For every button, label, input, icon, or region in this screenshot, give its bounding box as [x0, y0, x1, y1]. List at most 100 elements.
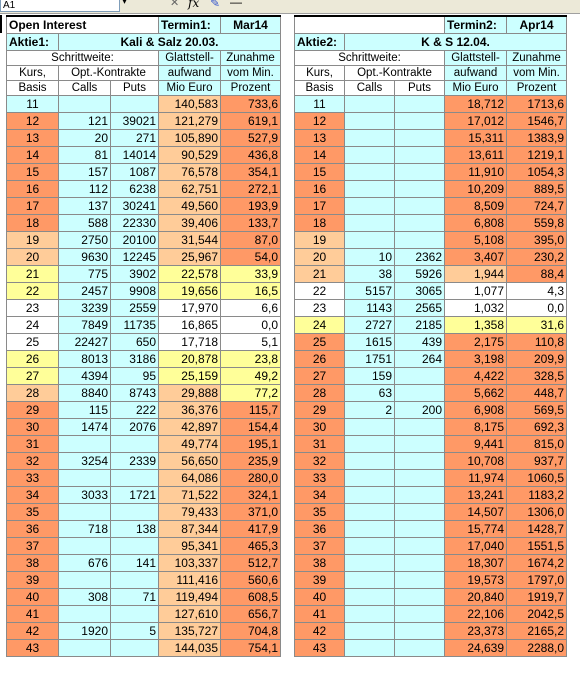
- left-glattstell-cell[interactable]: 31,544: [158, 231, 221, 249]
- title-cell[interactable]: Open Interest: [6, 15, 159, 34]
- right-zunahme-cell[interactable]: 724,7: [506, 197, 568, 215]
- right-calls-cell[interactable]: 63: [344, 384, 395, 402]
- right-zunahme-cell[interactable]: 1797,0: [506, 571, 568, 589]
- right-kurs-cell[interactable]: 28: [294, 384, 345, 402]
- aufwand-header[interactable]: aufwand: [158, 65, 221, 81]
- left-kurs-cell[interactable]: 36: [6, 520, 59, 538]
- left-calls-cell[interactable]: [58, 435, 111, 453]
- left-zunahme-cell[interactable]: 272,1: [220, 180, 281, 198]
- left-glattstell-cell[interactable]: 49,560: [158, 197, 221, 215]
- aktie1-label[interactable]: Aktie1:: [6, 33, 59, 51]
- glattstell-header-2[interactable]: Glattstell-: [444, 50, 508, 66]
- left-glattstell-cell[interactable]: 79,433: [158, 503, 221, 521]
- prozent-header[interactable]: Prozent: [220, 80, 281, 96]
- right-puts-cell[interactable]: [393, 486, 446, 504]
- right-puts-cell[interactable]: [393, 639, 446, 657]
- right-glattstell-cell[interactable]: 3,407: [444, 248, 508, 266]
- right-kurs-cell[interactable]: 42: [294, 622, 345, 640]
- left-zunahme-cell[interactable]: 115,7: [220, 401, 281, 419]
- aktie1-value[interactable]: Kali & Salz 20.03.: [58, 33, 281, 51]
- left-kurs-cell[interactable]: 43: [6, 639, 59, 657]
- left-glattstell-cell[interactable]: 17,718: [158, 333, 221, 351]
- left-glattstell-cell[interactable]: 140,583: [158, 95, 221, 113]
- left-puts-cell[interactable]: 8743: [110, 384, 159, 402]
- right-puts-cell[interactable]: [393, 469, 446, 487]
- left-calls-cell[interactable]: [58, 537, 111, 555]
- left-glattstell-cell[interactable]: 22,578: [158, 265, 221, 283]
- basis-header-2[interactable]: Basis: [294, 80, 345, 96]
- left-zunahme-cell[interactable]: 193,9: [220, 197, 281, 215]
- right-puts-cell[interactable]: [393, 180, 446, 198]
- right-zunahme-cell[interactable]: 1919,7: [506, 588, 568, 606]
- left-glattstell-cell[interactable]: 17,970: [158, 299, 221, 317]
- right-kurs-cell[interactable]: 19: [294, 231, 345, 249]
- right-zunahme-cell[interactable]: 1428,7: [506, 520, 568, 538]
- right-puts-cell[interactable]: [393, 367, 446, 385]
- schrittweite-label-2[interactable]: Schrittweite:: [293, 50, 446, 66]
- right-glattstell-cell[interactable]: 5,662: [444, 384, 508, 402]
- left-glattstell-cell[interactable]: 105,890: [158, 129, 221, 147]
- left-calls-cell[interactable]: 81: [58, 146, 111, 164]
- right-calls-cell[interactable]: [344, 197, 395, 215]
- left-glattstell-cell[interactable]: 25,159: [158, 367, 221, 385]
- insert-function-icon[interactable]: fx: [188, 0, 200, 10]
- termin2-value[interactable]: Apr14: [506, 15, 568, 34]
- right-kurs-cell[interactable]: 38: [294, 554, 345, 572]
- left-glattstell-cell[interactable]: 42,897: [158, 418, 221, 436]
- basis-header[interactable]: Basis: [6, 80, 59, 96]
- left-kurs-cell[interactable]: 42: [6, 622, 59, 640]
- left-calls-cell[interactable]: 3239: [58, 299, 111, 317]
- right-kurs-cell[interactable]: 33: [294, 469, 345, 487]
- right-zunahme-cell[interactable]: 2042,5: [506, 605, 568, 623]
- left-puts-cell[interactable]: 6238: [110, 180, 159, 198]
- left-calls-cell[interactable]: 157: [58, 163, 111, 181]
- left-kurs-cell[interactable]: 26: [6, 350, 59, 368]
- right-puts-cell[interactable]: 5926: [393, 265, 446, 283]
- right-glattstell-cell[interactable]: 8,509: [444, 197, 508, 215]
- right-zunahme-cell[interactable]: 395,0: [506, 231, 568, 249]
- calls-header[interactable]: Calls: [58, 80, 111, 96]
- right-glattstell-cell[interactable]: 9,441: [444, 435, 508, 453]
- right-puts-cell[interactable]: [393, 588, 446, 606]
- right-zunahme-cell[interactable]: 209,9: [506, 350, 568, 368]
- left-calls-cell[interactable]: 676: [58, 554, 111, 572]
- mioeuro-header-2[interactable]: Mio Euro: [444, 80, 508, 96]
- left-zunahme-cell[interactable]: 527,9: [220, 129, 281, 147]
- right-kurs-cell[interactable]: 25: [294, 333, 345, 351]
- right-glattstell-cell[interactable]: 1,944: [444, 265, 508, 283]
- left-zunahme-cell[interactable]: 5,1: [220, 333, 281, 351]
- right-glattstell-cell[interactable]: 13,241: [444, 486, 508, 504]
- right-zunahme-cell[interactable]: 110,8: [506, 333, 568, 351]
- right-calls-cell[interactable]: [344, 537, 395, 555]
- left-puts-cell[interactable]: 138: [110, 520, 159, 538]
- left-kurs-cell[interactable]: 27: [6, 367, 59, 385]
- right-kurs-cell[interactable]: 34: [294, 486, 345, 504]
- right-kurs-cell[interactable]: 23: [294, 299, 345, 317]
- vommin-header-2[interactable]: vom Min.: [506, 65, 568, 81]
- left-kurs-cell[interactable]: 31: [6, 435, 59, 453]
- right-zunahme-cell[interactable]: 2165,2: [506, 622, 568, 640]
- left-zunahme-cell[interactable]: 33,9: [220, 265, 281, 283]
- right-puts-cell[interactable]: [393, 520, 446, 538]
- left-glattstell-cell[interactable]: 36,376: [158, 401, 221, 419]
- right-calls-cell[interactable]: [344, 95, 395, 113]
- right-zunahme-cell[interactable]: 815,0: [506, 435, 568, 453]
- formula-cancel-icon[interactable]: ✕: [170, 0, 180, 9]
- right-zunahme-cell[interactable]: 230,2: [506, 248, 568, 266]
- left-kurs-cell[interactable]: 34: [6, 486, 59, 504]
- right-calls-cell[interactable]: [344, 639, 395, 657]
- right-calls-cell[interactable]: [344, 554, 395, 572]
- right-glattstell-cell[interactable]: 11,974: [444, 469, 508, 487]
- right-zunahme-cell[interactable]: 0,0: [506, 299, 568, 317]
- collapse-formula-icon[interactable]: —: [230, 0, 242, 9]
- right-kurs-cell[interactable]: 36: [294, 520, 345, 538]
- left-puts-cell[interactable]: 3902: [110, 265, 159, 283]
- right-puts-cell[interactable]: [393, 537, 446, 555]
- left-calls-cell[interactable]: 20: [58, 129, 111, 147]
- right-puts-cell[interactable]: [393, 112, 446, 130]
- left-zunahme-cell[interactable]: 154,4: [220, 418, 281, 436]
- left-calls-cell[interactable]: 8013: [58, 350, 111, 368]
- right-calls-cell[interactable]: 5157: [344, 282, 395, 300]
- left-zunahme-cell[interactable]: 512,7: [220, 554, 281, 572]
- zunahme-header[interactable]: Zunahme: [220, 50, 281, 66]
